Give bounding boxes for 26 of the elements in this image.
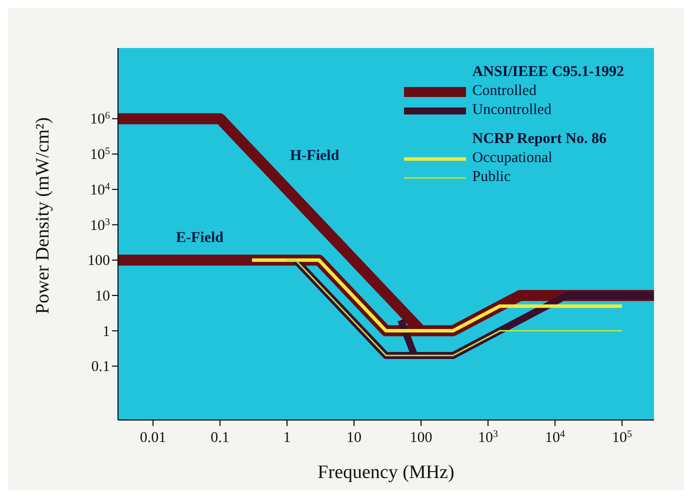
y-tick-label: 100 [88, 253, 110, 270]
legend-label: Controlled [472, 82, 536, 101]
x-tick-label: 100 [410, 430, 432, 446]
annotation: ANSI/IEEE C95.1-1992 [471, 63, 624, 82]
y-tick-label: 10 [95, 288, 110, 304]
y-tick-label: 0.1 [91, 359, 110, 376]
legend-label: Uncontrolled [472, 101, 552, 120]
y-tick-label: 10$^{3}$ [90, 216, 110, 234]
x-tick-label: 10$^{3}$ [478, 428, 498, 446]
y-tick-label: 10$^{5}$ [90, 146, 110, 164]
legend-label: Occupational [472, 149, 552, 168]
annotation: NCRP Report No. 86 [471, 130, 608, 149]
x-tick-label: 1 [283, 430, 291, 446]
x-tick-label: 10 [346, 430, 362, 446]
x-axis-title: Frequency (MHz) [318, 462, 454, 483]
y-axis-title: Power Density (mW/cm²) [32, 117, 54, 314]
y-tick-label: 1 [102, 324, 110, 340]
annotation: E-Field [176, 230, 224, 247]
annotation: H-Field [290, 148, 340, 165]
x-tick-label: 0.1 [210, 430, 230, 446]
x-tick-label: 10$^{4}$ [545, 428, 566, 446]
y-tick-label: 10$^{4}$ [90, 180, 110, 198]
x-tick-label: 0.01 [140, 430, 166, 446]
legend-label: Public [472, 168, 511, 187]
y-tick-label: 10$^{6}$ [90, 110, 110, 128]
x-tick-label: 10$^{5}$ [612, 428, 632, 446]
